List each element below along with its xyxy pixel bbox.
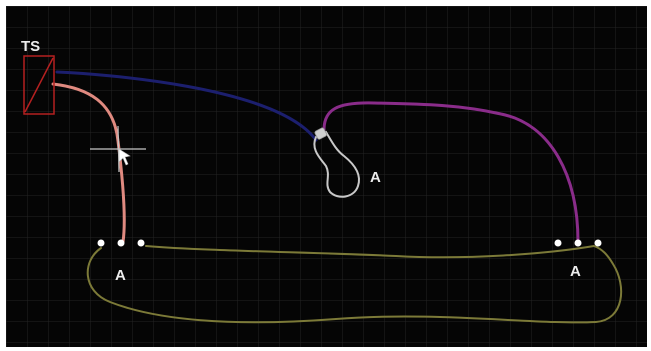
bulb-glass [313,130,360,198]
switch-label: TS [21,38,40,55]
terminal-dot [554,239,562,247]
wire-switch-to-lamp [55,70,318,142]
terminal-dot [574,239,582,247]
lamp-label: A [370,169,381,186]
grid-overlay [6,6,647,347]
drawing-canvas[interactable]: TS A A A [6,6,647,347]
terminal-dot [137,239,145,247]
wire-lamp-to-right-terminal [322,101,580,244]
light-bulb-icon[interactable] [313,127,360,198]
left-terminal-block[interactable] [97,239,145,247]
toggle-switch-icon[interactable] [23,55,55,115]
switch-lever [24,57,54,113]
terminal-dot [97,239,105,247]
right-terminal-label: A [570,263,581,280]
wire-terminal-loop [86,244,623,324]
bulb-socket [314,127,327,140]
right-terminal-block[interactable] [554,239,602,247]
terminal-dot [117,239,125,247]
switch-box [23,55,55,115]
crosshair-cursor-icon [90,125,146,173]
terminal-dot [594,239,602,247]
left-terminal-label: A [115,267,126,284]
